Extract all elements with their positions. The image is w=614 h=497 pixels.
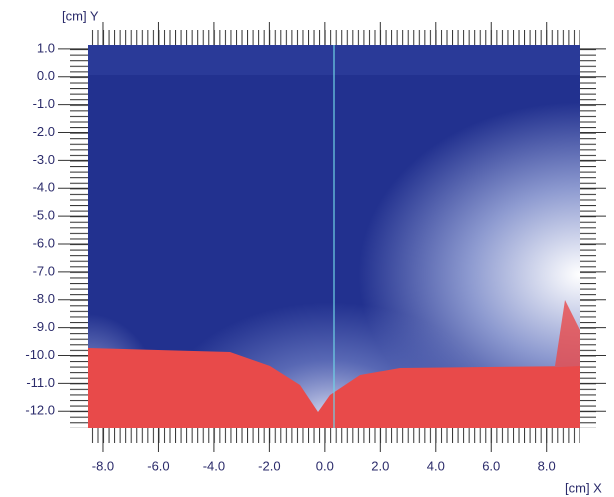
x-tick-label: 4.0 xyxy=(427,458,445,473)
x-axis-label: [cm] X xyxy=(565,480,602,495)
x-tick-label: 6.0 xyxy=(482,458,500,473)
y-tick-label: 0.0 xyxy=(37,68,55,83)
y-tick-label: -5.0 xyxy=(33,208,55,223)
x-tick-label: -4.0 xyxy=(203,458,225,473)
y-axis-label: [cm] Y xyxy=(62,8,99,23)
x-tick-label: 8.0 xyxy=(538,458,556,473)
y-tick-label: -1.0 xyxy=(33,96,55,111)
y-tick-label: -11.0 xyxy=(26,375,55,390)
y-tick-label: -10.0 xyxy=(25,347,55,362)
y-tick-label: 1.0 xyxy=(37,40,55,55)
y-tick-label: -6.0 xyxy=(33,235,55,250)
y-tick-label: -2.0 xyxy=(33,124,55,139)
scan-image xyxy=(88,45,580,428)
y-tick-label: -7.0 xyxy=(33,263,55,278)
y-tick-label: -12.0 xyxy=(25,403,55,418)
y-tick-label: -3.0 xyxy=(33,152,55,167)
y-tick-label: -9.0 xyxy=(33,319,55,334)
x-tick-label: -6.0 xyxy=(147,458,169,473)
x-tick-label: -2.0 xyxy=(258,458,280,473)
x-tick-label: 2.0 xyxy=(371,458,389,473)
y-tick-label: -8.0 xyxy=(33,291,55,306)
x-tick-label: -8.0 xyxy=(92,458,114,473)
ruler xyxy=(70,30,596,443)
x-tick-label: 0.0 xyxy=(316,458,334,473)
y-tick-label: -4.0 xyxy=(33,180,55,195)
